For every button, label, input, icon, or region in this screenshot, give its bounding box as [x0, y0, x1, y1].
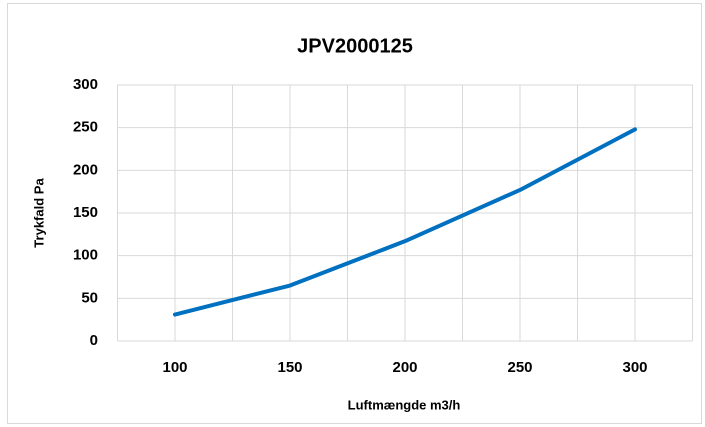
- y-axis-title: Trykfald Pa: [31, 178, 46, 248]
- y-tick-label: 250: [73, 119, 98, 136]
- x-tick-label: 250: [507, 359, 532, 376]
- y-tick-label: 150: [73, 204, 98, 221]
- y-tick-label: 200: [73, 161, 98, 178]
- x-tick-label: 150: [277, 359, 302, 376]
- x-tick-label: 100: [162, 359, 187, 376]
- x-tick-label: 200: [392, 359, 417, 376]
- x-tick-label: 300: [622, 359, 647, 376]
- chart-title: JPV2000125: [297, 35, 413, 57]
- y-tick-label: 50: [81, 289, 98, 306]
- x-axis-title: Luftmængde m3/h: [348, 397, 461, 412]
- y-tick-label: 100: [73, 247, 98, 264]
- y-tick-label: 300: [73, 76, 98, 93]
- data-line: [173, 127, 637, 317]
- y-tick-label: 0: [90, 332, 98, 349]
